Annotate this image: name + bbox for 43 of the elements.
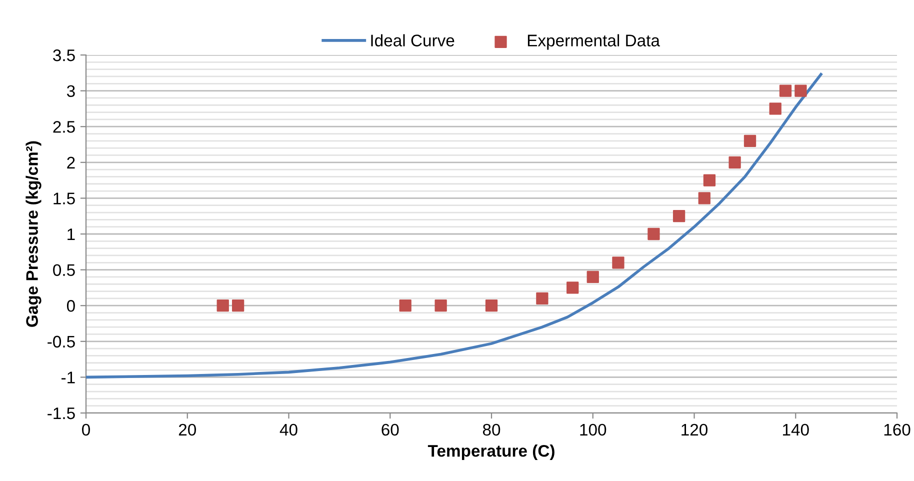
y-tick-label: 3 — [66, 85, 75, 98]
point — [728, 156, 741, 168]
point — [216, 300, 229, 312]
x-tick-label: 100 — [580, 424, 606, 436]
point — [399, 300, 412, 312]
legend-label: Expermental Data — [528, 34, 660, 50]
point — [698, 192, 710, 204]
legend-label: Ideal Curve — [371, 34, 454, 46]
x-tick-label: 20 — [178, 424, 196, 436]
y-tick-label: -1 — [62, 372, 75, 384]
point — [485, 300, 498, 312]
x-tick-label: 140 — [782, 424, 809, 436]
y-tick-label: 0 — [66, 300, 75, 312]
point — [703, 174, 716, 186]
y-tick-label: -0.5 — [48, 336, 75, 348]
x-axis-title: Temperature (C) — [428, 444, 554, 460]
point — [434, 300, 447, 312]
x-tick-label: 160 — [884, 424, 910, 436]
point — [769, 102, 782, 115]
y-tick-label: 3.5 — [53, 49, 75, 62]
x-tick-label: 60 — [382, 424, 399, 436]
x-tick-label: 40 — [280, 424, 298, 436]
y-tick-label: 0.5 — [53, 264, 75, 276]
point — [536, 292, 548, 305]
y-tick-label: 1.5 — [54, 192, 75, 204]
point — [612, 256, 624, 269]
y-tick-label: 2 — [67, 156, 75, 168]
x-tick-label: 80 — [482, 424, 500, 436]
x-tick-label: 0 — [82, 424, 90, 436]
y-tick-label: 2.5 — [53, 121, 75, 133]
y-tick-label: -1.5 — [48, 408, 75, 420]
x-tick-label: 120 — [682, 424, 708, 436]
point — [586, 270, 599, 284]
point — [794, 84, 807, 97]
point — [672, 210, 686, 222]
line-series — [86, 72, 822, 379]
y-axis-title: Gage Pressure (kg/cm²) — [26, 141, 42, 327]
point — [648, 228, 660, 240]
point — [232, 300, 244, 312]
point — [779, 84, 792, 97]
point — [566, 282, 579, 294]
y-tick-label: 1 — [68, 228, 75, 240]
point — [744, 134, 756, 147]
